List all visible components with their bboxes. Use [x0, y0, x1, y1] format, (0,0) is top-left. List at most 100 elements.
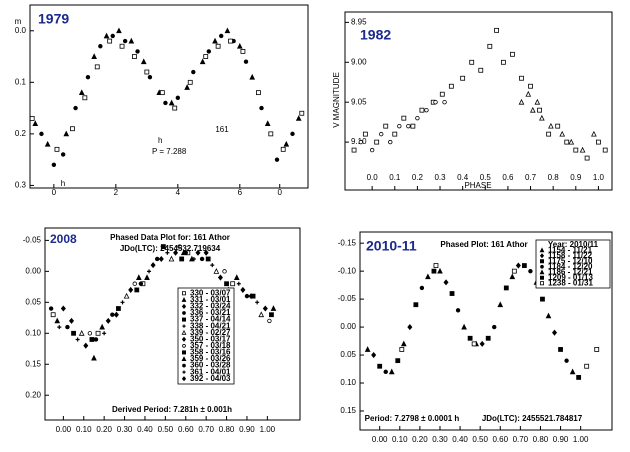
- point: [568, 138, 575, 145]
- point: [379, 131, 384, 137]
- legend-label: 1154 - 11/21: [548, 245, 593, 254]
- point: [460, 75, 466, 81]
- point: [68, 317, 75, 324]
- point: [138, 281, 144, 286]
- point: [128, 286, 134, 293]
- point: [485, 335, 491, 341]
- point: [236, 42, 243, 49]
- y-tick-label: 0.15: [25, 359, 41, 368]
- point: [107, 38, 113, 44]
- x-label: PHASE: [464, 181, 491, 190]
- point: [564, 139, 570, 145]
- point: [182, 344, 186, 348]
- point: [71, 330, 76, 336]
- point: [89, 337, 95, 342]
- point: [419, 107, 425, 113]
- point: [195, 249, 201, 256]
- legend-box: [177, 287, 235, 385]
- y-tick-label: 0.15: [340, 406, 356, 415]
- x-tick-label: 0.90: [553, 435, 569, 444]
- legend-label: 350 - 03/17: [190, 334, 231, 343]
- point: [264, 120, 271, 126]
- point: [230, 281, 236, 287]
- point: [39, 131, 44, 137]
- point: [120, 300, 125, 305]
- y-tick-label: 0.00: [340, 322, 356, 331]
- x-tick-label: 0.60: [178, 425, 194, 434]
- subtitle: Phased Data Plot for: 161 Athor: [110, 233, 230, 242]
- point: [540, 259, 545, 264]
- point: [184, 84, 190, 90]
- legend-label: 339 - 02/27: [190, 328, 231, 337]
- point: [134, 287, 140, 293]
- point: [274, 157, 280, 162]
- point: [177, 244, 182, 249]
- point: [147, 74, 153, 80]
- x-tick-label: 0.50: [472, 435, 488, 444]
- x-tick-label: 0.20: [412, 435, 428, 444]
- point: [159, 90, 165, 96]
- point: [537, 107, 542, 113]
- point: [573, 147, 579, 153]
- point: [410, 123, 416, 129]
- point: [181, 336, 187, 342]
- point: [500, 59, 506, 65]
- legend-label: 330 - 03/07: [190, 288, 231, 297]
- point: [135, 274, 142, 280]
- x-tick-label: 0.5: [480, 173, 492, 182]
- point: [132, 54, 137, 59]
- point: [78, 89, 85, 96]
- point: [433, 99, 438, 105]
- x-tick-label: 0.4: [457, 173, 469, 182]
- point: [374, 139, 380, 145]
- point: [160, 244, 166, 249]
- legend-label: 336 - 03/21: [190, 308, 231, 317]
- point: [82, 95, 88, 101]
- point: [224, 281, 229, 287]
- point: [256, 90, 261, 96]
- y-tick-label: -0.05: [338, 294, 357, 303]
- legend-label: 1175 - 12/10: [548, 256, 593, 265]
- x-tick-label: 0.00: [372, 435, 388, 444]
- point: [415, 115, 420, 121]
- x-tick-label: 0: [52, 188, 57, 197]
- point: [424, 107, 429, 113]
- point: [222, 269, 227, 274]
- point: [539, 114, 545, 121]
- point: [479, 340, 485, 347]
- point: [576, 375, 582, 380]
- point: [469, 59, 475, 65]
- point: [515, 262, 521, 269]
- point: [492, 324, 497, 330]
- point: [32, 120, 39, 126]
- point: [175, 95, 181, 100]
- point: [210, 263, 215, 268]
- point: [351, 147, 357, 153]
- point: [85, 74, 91, 80]
- x-tick-label: 1.00: [260, 425, 276, 434]
- point: [497, 301, 504, 308]
- point: [91, 354, 97, 361]
- point: [98, 44, 103, 49]
- point: [236, 281, 241, 286]
- point: [219, 33, 224, 39]
- point: [181, 376, 187, 382]
- point: [50, 312, 56, 318]
- y-tick-label: 0.20: [25, 390, 41, 399]
- point: [455, 308, 461, 313]
- legend-label: 1209 - 01/13: [548, 273, 593, 282]
- point: [116, 306, 121, 311]
- point: [555, 123, 561, 129]
- y-label: m: [15, 17, 22, 26]
- point: [407, 324, 413, 331]
- x-tick-label: 1.0: [593, 173, 605, 182]
- point: [144, 274, 150, 280]
- legend-label: 358 - 03/16: [190, 348, 231, 357]
- x-tick-label: 0.40: [452, 435, 468, 444]
- legend-label: 1186 - 12/21: [548, 267, 593, 276]
- point: [199, 256, 205, 262]
- point: [87, 331, 93, 336]
- point: [93, 337, 99, 342]
- point: [584, 363, 590, 369]
- y-tick-label: 0.05: [25, 297, 41, 306]
